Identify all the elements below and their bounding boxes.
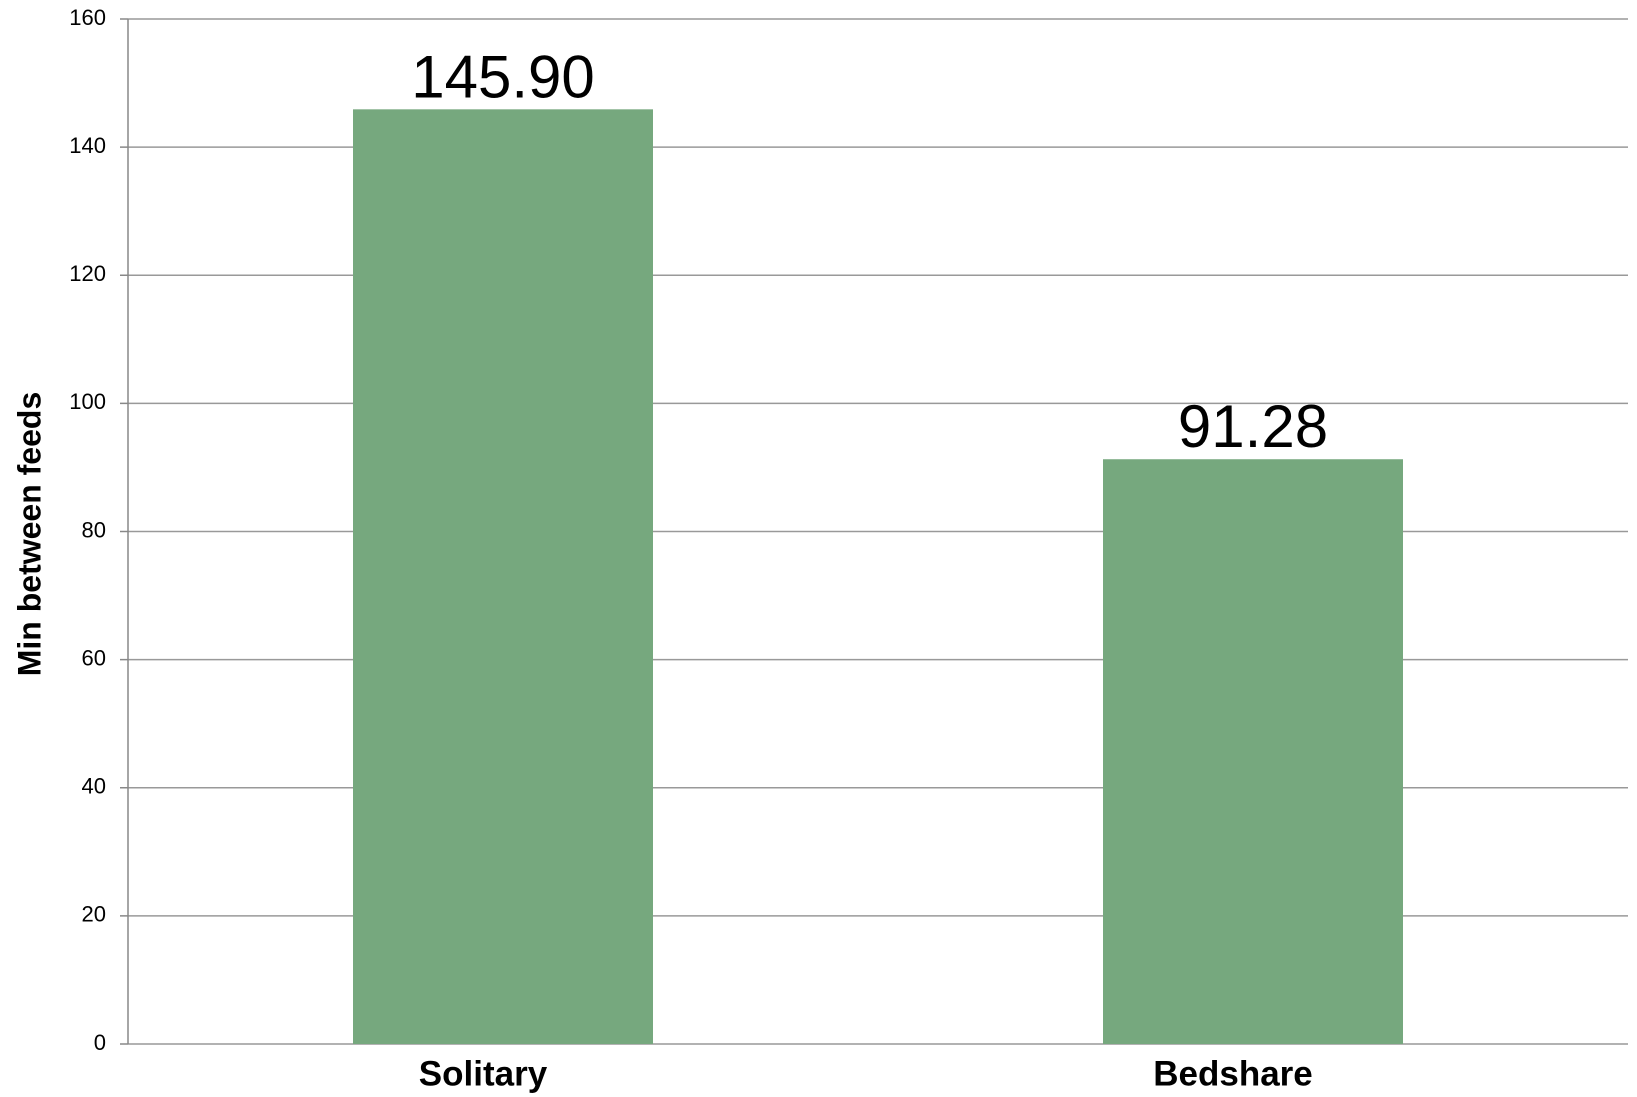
y-tick-label: 140 [69, 133, 106, 158]
y-tick-label: 60 [82, 645, 106, 670]
y-tick-label: 100 [69, 389, 106, 414]
x-tick-label: Bedshare [1153, 1054, 1313, 1093]
bar [353, 109, 653, 1044]
y-tick-label: 120 [69, 261, 106, 286]
x-tick-label: Solitary [419, 1054, 548, 1093]
y-axis-title: Min between feeds [11, 392, 47, 677]
bar [1103, 459, 1403, 1044]
value-label: 145.90 [411, 43, 595, 110]
y-tick-label: 160 [69, 5, 106, 30]
value-label: 91.28 [1178, 393, 1328, 460]
y-tick-label: 40 [82, 774, 106, 799]
y-tick-label: 20 [82, 902, 106, 927]
y-tick-label: 80 [82, 517, 106, 542]
y-tick-label: 0 [94, 1030, 106, 1055]
